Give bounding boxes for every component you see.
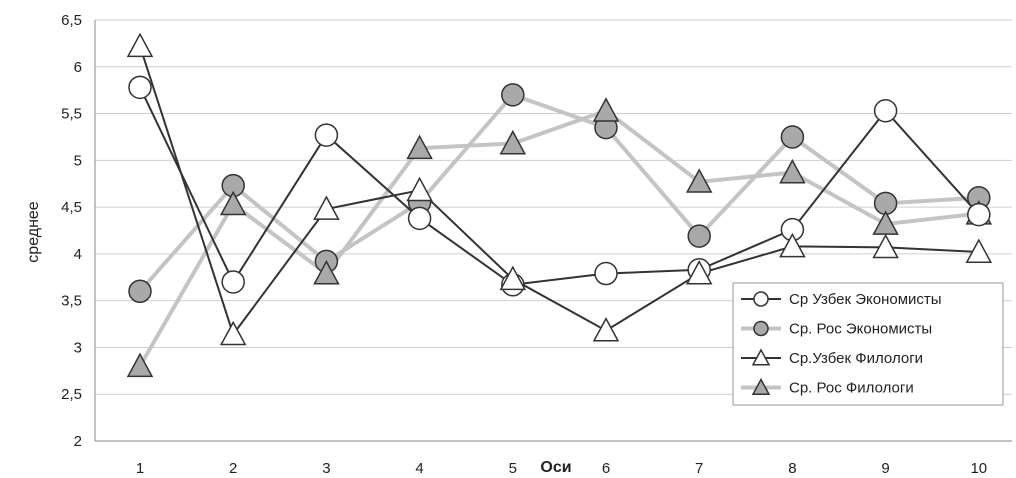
x-tick-label: 6 — [602, 460, 610, 477]
legend-marker — [751, 348, 771, 366]
y-tick-label: 3 — [74, 339, 82, 356]
series-line-1 — [139, 86, 980, 286]
data-point-series-3 — [779, 232, 806, 258]
data-point-series-4 — [313, 259, 340, 285]
y-tick-label: 2 — [74, 433, 82, 450]
data-point-series-1 — [407, 206, 432, 231]
x-tick-label: 1 — [136, 460, 144, 477]
data-point-series-3 — [406, 176, 433, 202]
x-tick-label: 10 — [970, 460, 987, 477]
data-point-series-3 — [685, 259, 713, 285]
y-tick-labels: 2 2,5 3 3,5 4 4,5 5 5,5 6 6,5 — [61, 12, 82, 450]
gridlines — [94, 19, 1012, 442]
data-point-series-3 — [592, 317, 620, 342]
data-point-series-2 — [687, 224, 711, 248]
data-point-series-1 — [314, 123, 339, 147]
data-point-series-1 — [128, 75, 152, 100]
legend-marker — [751, 377, 771, 396]
series-line-4 — [138, 108, 980, 368]
data-point-series-3 — [219, 320, 247, 346]
x-axis-title: Оси — [540, 459, 571, 476]
x-tick-labels: 1 2 3 4 5 6 7 8 9 10 — [136, 460, 987, 477]
series-layer — [126, 32, 993, 378]
data-point-series-1 — [221, 270, 245, 294]
legend-box — [732, 282, 1004, 406]
x-tick-label: 3 — [322, 460, 330, 477]
data-point-series-4 — [219, 190, 247, 216]
y-tick-label: 5,5 — [61, 106, 82, 123]
y-axis-title: среднее — [25, 201, 42, 263]
data-point-series-3 — [126, 32, 154, 58]
legend-label: Ср.Узбек Филологи — [789, 350, 923, 367]
series-line-2 — [138, 92, 979, 293]
data-point-series-4 — [499, 129, 527, 155]
legend-label: Ср. Рос Филологи — [789, 380, 914, 397]
x-tick-label: 2 — [229, 460, 237, 477]
data-point-series-2 — [780, 125, 805, 149]
data-point-series-4 — [126, 352, 154, 378]
y-tick-label: 4 — [74, 246, 82, 263]
y-tick-label: 4,5 — [61, 199, 82, 216]
data-point-series-3 — [872, 233, 899, 259]
data-point-series-4 — [592, 97, 620, 122]
x-tick-label: 5 — [509, 460, 517, 477]
data-point-series-3 — [313, 195, 340, 220]
legend: Ср Узбек Экономисты Ср. Рос Экономисты Ср.… — [732, 282, 1004, 406]
data-point-series-2 — [501, 83, 525, 107]
x-tick-label: 9 — [881, 460, 889, 477]
legend-marker — [753, 291, 769, 307]
data-point-series-4 — [779, 158, 806, 184]
data-point-series-1 — [873, 98, 898, 123]
data-point-series-2 — [128, 279, 152, 304]
data-point-series-1 — [594, 261, 618, 286]
data-point-series-4 — [685, 168, 713, 193]
data-point-series-1 — [967, 202, 991, 227]
x-tick-label: 7 — [695, 460, 703, 477]
y-tick-label: 2,5 — [61, 386, 82, 403]
x-tick-label: 4 — [415, 460, 423, 477]
data-point-series-3 — [499, 265, 527, 291]
legend-label: Ср Узбек Экономисты — [789, 291, 942, 308]
y-tick-label: 6 — [74, 59, 82, 76]
series-line-3 — [139, 45, 979, 337]
data-point-series-3 — [965, 238, 993, 263]
y-tick-label: 5 — [74, 152, 82, 169]
x-tick-label: 8 — [788, 460, 796, 477]
data-point-series-4 — [406, 134, 433, 160]
y-tick-label: 3,5 — [61, 293, 82, 310]
y-tick-label: 6,5 — [61, 12, 82, 29]
legend-label: Ср. Рос Экономисты — [789, 321, 932, 338]
legend-marker — [753, 320, 769, 337]
